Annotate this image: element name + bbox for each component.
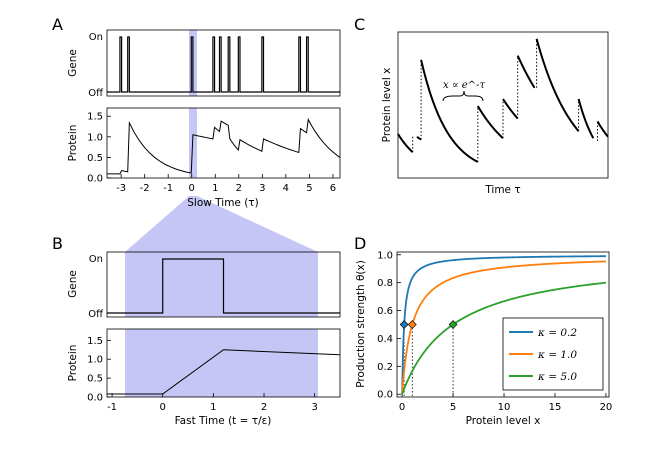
panel-b-protein-plot: Protein Fast Time (t = τ/ε) -1 0 1 2 3 0.0 0.5… — [67, 328, 341, 427]
y-axis-label: Protein — [67, 125, 79, 162]
panel-a-protein-plot: Protein Slow Time (τ) -3 -2 -1 0 1 2 3 4 5 6 0.0 0.… — [67, 107, 341, 209]
y-axis-label: Gene — [67, 49, 79, 77]
x-tick-label: 3 — [311, 402, 317, 413]
half-max-marker — [399, 320, 409, 329]
plot-frame — [106, 328, 341, 398]
y-tick-label: 1.0 — [87, 132, 103, 143]
x-tick-label: 0 — [189, 183, 195, 194]
panel-a-gene-plot: Gene On Off — [67, 29, 341, 99]
x-tick-label: 20 — [600, 402, 613, 413]
legend-label-kappa-5-0: κ = 5.0 — [537, 371, 577, 383]
panel-c-plot: Protein level x Time τ x ∝ e^-τ — [381, 31, 609, 196]
half-max-marker — [448, 320, 458, 329]
protein-trace-segment — [516, 55, 536, 89]
gene-state-line — [107, 258, 340, 314]
x-tick-label: 10 — [498, 402, 511, 413]
y-axis-label: Production strength θ(x) — [355, 260, 367, 388]
y-tick-label: 0.5 — [87, 153, 103, 164]
panel-label-b: B — [52, 234, 63, 253]
gene-state-line — [107, 36, 340, 93]
protein-trace-segment — [416, 135, 422, 141]
curve-kappa-1 — [401, 260, 606, 395]
y-tick-label: 0.8 — [377, 278, 393, 289]
y-tick-label: 0.2 — [377, 362, 393, 373]
y-tick-label: 1.5 — [87, 336, 103, 347]
x-tick-label: 0 — [399, 402, 405, 413]
x-tick-label: -1 — [163, 183, 173, 194]
x-tick-label: -3 — [116, 183, 126, 194]
half-max-marker — [407, 320, 417, 329]
x-tick-label: 5 — [450, 402, 456, 413]
plot-frame — [396, 251, 610, 398]
protein-trace-segment — [535, 38, 580, 132]
protein-trace — [107, 117, 341, 175]
plot-frame — [106, 107, 341, 179]
y-tick-label: 0.5 — [87, 374, 103, 385]
x-axis-label: Fast Time (t = τ/ε) — [175, 415, 272, 427]
y-tick-label: 1.0 — [377, 250, 393, 261]
plot-frame — [397, 31, 609, 179]
y-tick-label: 0.4 — [377, 334, 393, 345]
y-tick-label: 0.0 — [87, 393, 103, 404]
legend-label-kappa-1-0: κ = 1.0 — [537, 349, 577, 361]
zoom-funnel — [125, 196, 318, 252]
x-tick-label: -2 — [140, 183, 150, 194]
x-tick-label: 1 — [212, 183, 218, 194]
y-axis-label: Protein level x — [381, 68, 393, 143]
protein-trace-segment — [476, 105, 504, 139]
curve-kappa-5 — [401, 281, 607, 395]
y-tick-label: 1.0 — [87, 355, 103, 366]
protein-trace-segment — [577, 98, 595, 139]
protein-trace-segment — [596, 120, 609, 138]
x-tick-label: 1 — [210, 402, 216, 413]
protein-trace — [107, 349, 341, 395]
y-tick-label-off: Off — [88, 309, 104, 320]
protein-trace-segment — [397, 133, 414, 153]
x-axis-label: Protein level x — [466, 415, 541, 427]
legend-label-kappa-0-2: κ = 0.2 — [537, 327, 577, 339]
panel-b-gene-plot: Gene On Off — [67, 251, 341, 320]
plot-frame — [106, 29, 341, 97]
y-tick-label-off: Off — [88, 88, 104, 99]
y-tick-label: 1.5 — [87, 112, 103, 123]
panel-label-c: C — [354, 15, 365, 34]
annotation-brace — [442, 90, 484, 102]
y-axis-label: Protein — [67, 345, 79, 382]
x-tick-label: -1 — [107, 402, 117, 413]
plot-frame — [106, 251, 341, 318]
y-axis-label: Gene — [67, 270, 79, 298]
y-tick-label: 0.0 — [377, 390, 393, 401]
x-axis-label: Slow Time (τ) — [187, 197, 258, 209]
x-axis-label: Time τ — [484, 184, 520, 196]
curve-kappa-0-2 — [401, 255, 606, 395]
x-tick-label: 4 — [283, 183, 289, 194]
x-tick-label: 0 — [160, 402, 166, 413]
legend: κ = 0.2 κ = 1.0 κ = 5.0 — [502, 317, 604, 391]
x-tick-label: 2 — [236, 183, 242, 194]
y-tick-label-on: On — [89, 32, 103, 43]
y-tick-label-on: On — [89, 254, 103, 265]
panel-label-a: A — [52, 15, 63, 34]
y-tick-label: 0.0 — [87, 174, 103, 185]
x-tick-label: 2 — [261, 402, 267, 413]
x-tick-label: 15 — [549, 402, 562, 413]
protein-trace-segment — [502, 98, 519, 120]
zoom-highlight-b-protein — [125, 329, 318, 397]
x-tick-label: 3 — [259, 183, 265, 194]
panel-label-d: D — [354, 234, 366, 253]
y-tick-label: 0.6 — [377, 306, 393, 317]
panel-d-plot: Production strength θ(x) Protein level x… — [355, 250, 612, 427]
protein-trace-segment — [420, 59, 479, 163]
annotation-label: x ∝ e^-τ — [443, 80, 485, 91]
x-tick-label: 6 — [330, 183, 336, 194]
x-tick-label: 5 — [306, 183, 312, 194]
zoom-highlight-b-gene — [125, 252, 318, 317]
